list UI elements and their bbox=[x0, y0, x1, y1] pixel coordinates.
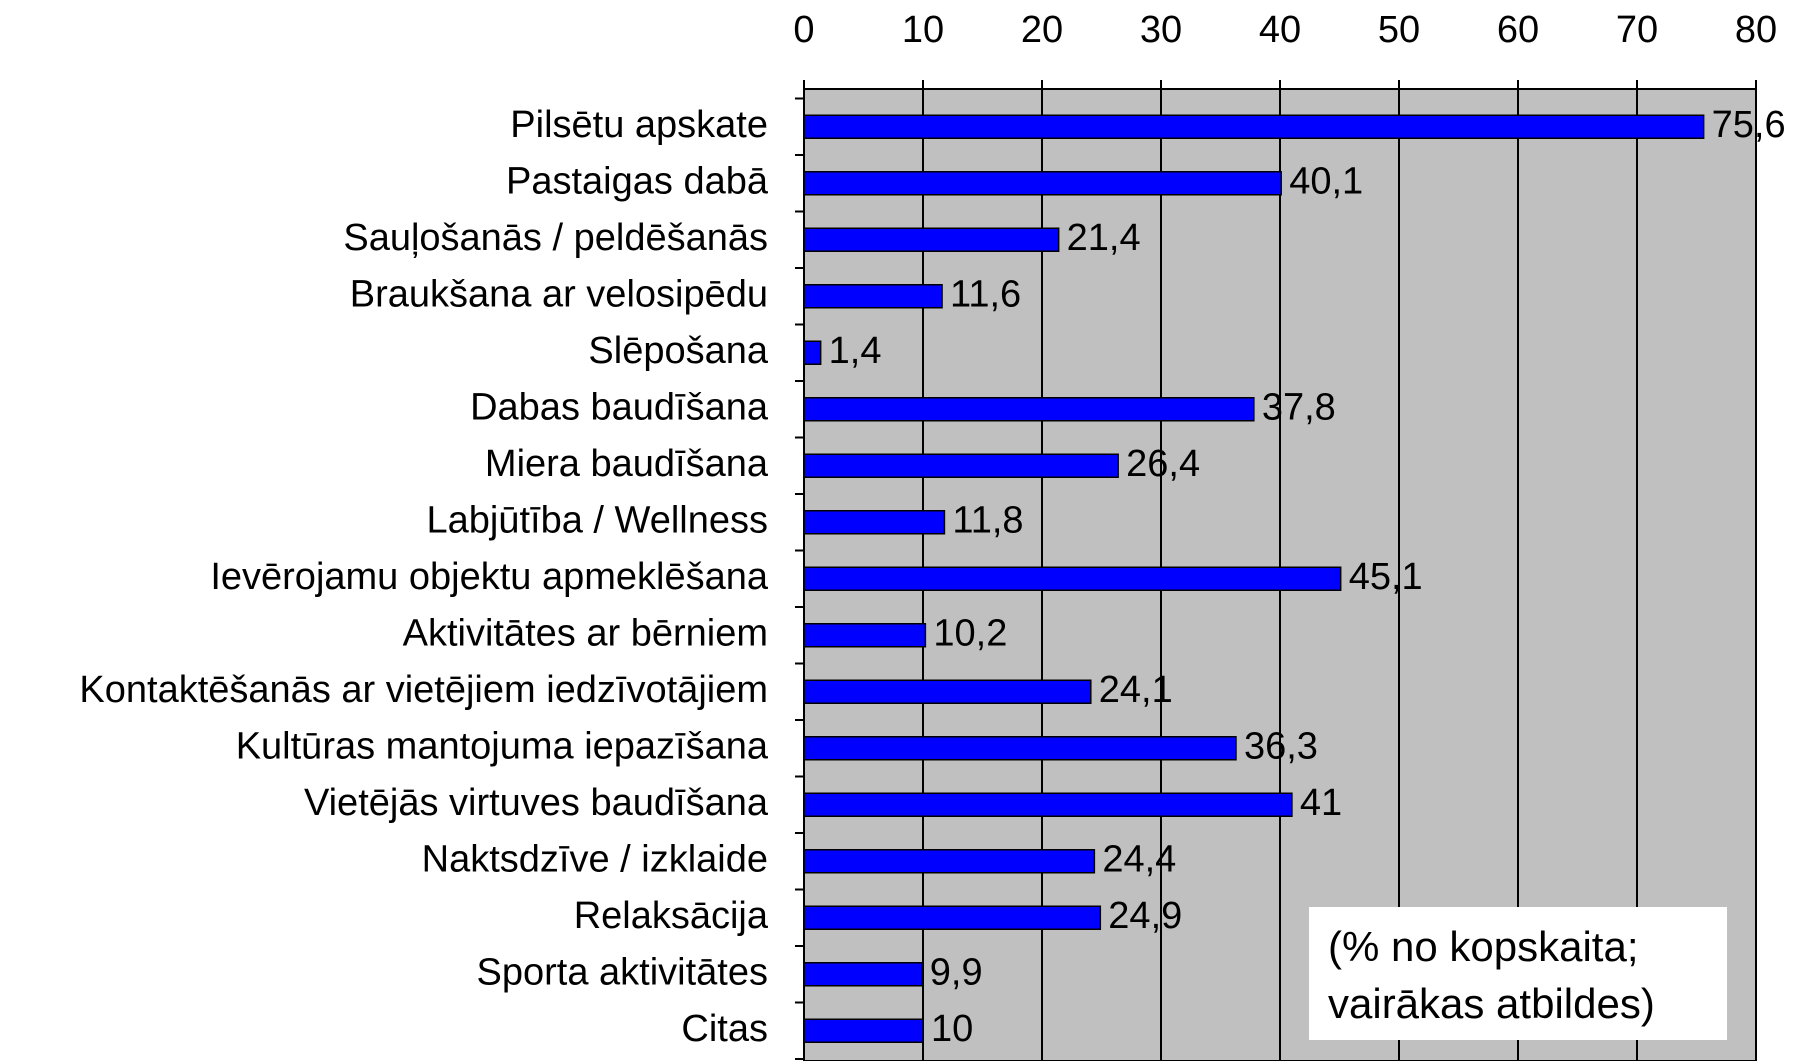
y-tick-label: Kultūras mantojuma iepazīšana bbox=[236, 725, 769, 767]
bar bbox=[803, 510, 946, 535]
value-label: 1,4 bbox=[829, 330, 882, 372]
y-tick-label: Naktsdzīve / izklaide bbox=[422, 838, 768, 880]
bar bbox=[803, 849, 1096, 874]
value-label: 45,1 bbox=[1349, 556, 1423, 598]
value-label: 10,2 bbox=[933, 612, 1007, 654]
bar bbox=[803, 623, 927, 648]
value-label: 40,1 bbox=[1289, 160, 1363, 202]
y-tick-label: Pilsētu apskate bbox=[510, 104, 768, 146]
value-label: 24,4 bbox=[1102, 838, 1176, 880]
y-tick-label: Sporta aktivitātes bbox=[477, 951, 768, 993]
x-tick-label: 40 bbox=[1259, 9, 1301, 51]
bar bbox=[803, 340, 822, 365]
x-tick-label: 20 bbox=[1021, 9, 1063, 51]
value-label: 37,8 bbox=[1262, 386, 1336, 428]
bar bbox=[803, 114, 1705, 139]
value-label: 26,4 bbox=[1126, 443, 1200, 485]
y-tick-label: Sauļošanās / peldēšanās bbox=[343, 217, 768, 259]
bar bbox=[803, 1018, 924, 1043]
value-label: 36,3 bbox=[1244, 725, 1318, 767]
x-tick-label: 60 bbox=[1497, 9, 1539, 51]
annotation: vairākas atbildes) bbox=[1328, 980, 1655, 1027]
x-tick-label: 10 bbox=[902, 9, 944, 51]
y-tick-label: Aktivitātes ar bērniem bbox=[403, 612, 768, 654]
bar bbox=[803, 171, 1282, 196]
annotation: (% no kopskaita; bbox=[1328, 923, 1639, 970]
value-label: 11,6 bbox=[950, 273, 1021, 315]
bar bbox=[803, 736, 1237, 761]
value-label: 21,4 bbox=[1067, 217, 1141, 259]
y-tick-label: Dabas baudīšana bbox=[470, 386, 769, 428]
value-label: 24,1 bbox=[1099, 669, 1173, 711]
x-tick-label: 0 bbox=[793, 9, 814, 51]
y-tick-label: Slēpošana bbox=[588, 330, 768, 372]
annotation-box bbox=[1309, 907, 1727, 1040]
y-tick-label: Relaksācija bbox=[574, 895, 769, 937]
value-label: 10 bbox=[931, 1008, 973, 1050]
y-tick-label: Labjūtība / Wellness bbox=[427, 499, 769, 541]
y-tick-label: Kontaktēšanās ar vietējiem iedzīvotājiem bbox=[79, 669, 768, 711]
y-tick-label: Ievērojamu objektu apmeklēšana bbox=[210, 556, 769, 598]
x-tick-label: 30 bbox=[1140, 9, 1182, 51]
x-tick-label: 70 bbox=[1616, 9, 1658, 51]
bar bbox=[803, 792, 1293, 817]
bar bbox=[803, 905, 1102, 930]
bar bbox=[803, 453, 1119, 478]
value-label: 9,9 bbox=[930, 951, 983, 993]
value-label: 41 bbox=[1300, 782, 1342, 824]
y-tick-label: Vietējās virtuves baudīšana bbox=[304, 782, 769, 824]
bar bbox=[803, 284, 943, 309]
y-tick-label: Pastaigas dabā bbox=[506, 160, 769, 202]
value-label: 11,8 bbox=[952, 499, 1023, 541]
y-tick-label: Citas bbox=[681, 1008, 768, 1050]
value-label: 75,6 bbox=[1712, 104, 1786, 146]
y-tick-label: Miera baudīšana bbox=[485, 443, 769, 485]
y-tick-label: Braukšana ar velosipēdu bbox=[350, 273, 768, 315]
bar bbox=[803, 566, 1342, 591]
value-label: 24,9 bbox=[1108, 895, 1182, 937]
x-tick-label: 80 bbox=[1735, 9, 1777, 51]
bar bbox=[803, 679, 1092, 704]
bar bbox=[803, 227, 1060, 252]
bar bbox=[803, 962, 923, 987]
x-tick-label: 50 bbox=[1378, 9, 1420, 51]
bar bbox=[803, 397, 1255, 422]
